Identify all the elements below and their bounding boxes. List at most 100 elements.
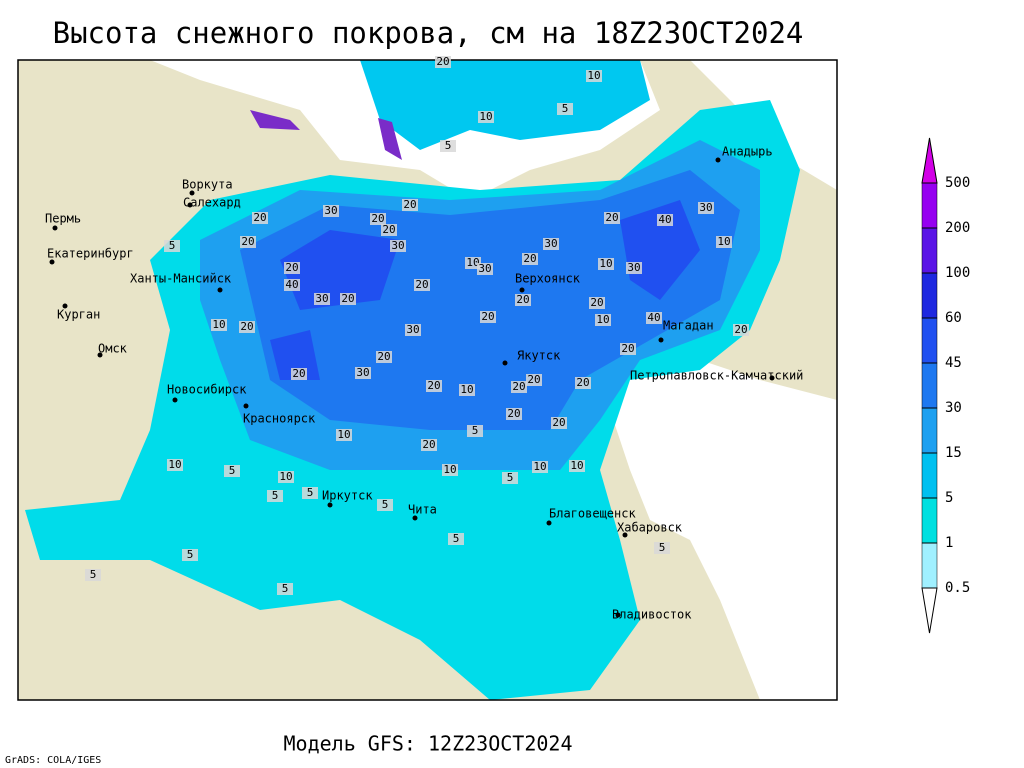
contour-label-box	[733, 324, 749, 336]
city-label: Новосибирск	[167, 383, 247, 397]
colorbar-label: 200	[945, 220, 970, 236]
city-marker	[187, 202, 193, 208]
city-marker	[49, 259, 55, 265]
contour-label: 20	[605, 211, 618, 224]
contour-label-box	[405, 324, 421, 336]
contour-label: 5	[453, 532, 460, 545]
contour-label-box	[435, 56, 451, 68]
contour-label: 20	[576, 376, 589, 389]
snow-cover	[360, 60, 650, 150]
city-label: Якутск	[517, 349, 561, 363]
contour-label: 20	[621, 342, 634, 355]
city-marker	[62, 303, 68, 309]
contour-label-box	[390, 240, 406, 252]
contour-label-box	[340, 293, 356, 305]
city-label: Петропавловск-Камчатский	[630, 369, 803, 383]
contour-label: 10	[479, 110, 492, 123]
contour-label-box	[716, 236, 732, 248]
contour-label-box	[426, 380, 442, 392]
city-marker	[412, 515, 418, 521]
contour-label-box	[620, 343, 636, 355]
contour-label: 5	[507, 471, 514, 484]
contour-label-box	[284, 279, 300, 291]
snow-cover	[270, 200, 700, 380]
contour-label: 20	[377, 350, 390, 363]
contour-label: 5	[382, 498, 389, 511]
contour-label-box	[402, 199, 418, 211]
contour-label-box	[267, 490, 283, 502]
contour-label-box	[511, 381, 527, 393]
city-marker	[243, 403, 249, 409]
contour-label-box	[448, 533, 464, 545]
colorbar-label: 500	[945, 175, 970, 191]
city-marker	[189, 190, 195, 196]
contour-label: 5	[90, 568, 97, 581]
contour-label-box	[182, 549, 198, 561]
city-marker	[97, 352, 103, 358]
colorbar-label: 1	[945, 535, 953, 551]
city-marker	[172, 397, 178, 403]
contour-label: 20	[590, 296, 603, 309]
title: Высота снежного покрова, см на 18Z23OCT2…	[53, 16, 804, 50]
city-label: Иркутск	[322, 489, 373, 503]
contour-label-box	[478, 111, 494, 123]
contour-label-box	[586, 70, 602, 82]
contour-label: 30	[699, 201, 712, 214]
contour-label: 20	[371, 212, 384, 225]
contour-label-box	[414, 279, 430, 291]
contour-label-box	[252, 212, 268, 224]
contour-label-box	[291, 368, 307, 380]
contour-label-box	[595, 314, 611, 326]
contour-label-box	[376, 351, 392, 363]
city-marker	[658, 337, 664, 343]
contour-label-box	[239, 321, 255, 333]
city-marker	[715, 157, 721, 163]
contour-label: 5	[282, 582, 289, 595]
city-marker	[52, 225, 58, 231]
city-marker	[502, 360, 508, 366]
colorbar-label: 45	[945, 355, 962, 371]
contour-label-box	[532, 461, 548, 473]
city-marker	[769, 375, 775, 381]
credit: GrADS: COLA/IGES	[5, 755, 101, 766]
contour-label-box	[646, 312, 662, 324]
city-marker	[327, 502, 333, 508]
contour-label-box	[575, 377, 591, 389]
contour-label: 10	[168, 458, 181, 471]
contour-label: 20	[436, 55, 449, 68]
city-marker	[615, 612, 621, 618]
model-info: Модель GFS: 12Z23OCT2024	[284, 732, 573, 756]
contour-label: 10	[337, 428, 350, 441]
colorbar-segment	[921, 272, 938, 319]
colorbar-segment	[921, 407, 938, 454]
contour-label: 20	[241, 235, 254, 248]
contour-label: 30	[324, 204, 337, 217]
contour-label: 5	[187, 548, 194, 561]
city-label: Курган	[57, 308, 100, 322]
colorbar-segment	[921, 452, 938, 499]
contour-label-box	[442, 464, 458, 476]
colorbar-segment	[921, 227, 938, 274]
contour-label-box	[211, 319, 227, 331]
contour-label-box	[626, 262, 642, 274]
city-marker	[622, 532, 628, 538]
contour-label: 10	[533, 460, 546, 473]
city-marker	[519, 287, 525, 293]
colorbar-label: 60	[945, 310, 962, 326]
contour-label: 30	[356, 366, 369, 379]
contour-label-box	[515, 294, 531, 306]
colorbar-segment	[921, 182, 938, 229]
city-label: Верхоянск	[515, 272, 581, 286]
contour-label: 30	[315, 292, 328, 305]
contour-label-box	[421, 439, 437, 451]
contour-label: 5	[169, 239, 176, 252]
contour-label-box	[480, 311, 496, 323]
contour-label-box	[543, 238, 559, 250]
contour-label: 20	[523, 252, 536, 265]
contour-label: 20	[734, 323, 747, 336]
contour-label-box	[557, 103, 573, 115]
contour-label-box	[370, 213, 386, 225]
contour-label-box	[278, 471, 294, 483]
